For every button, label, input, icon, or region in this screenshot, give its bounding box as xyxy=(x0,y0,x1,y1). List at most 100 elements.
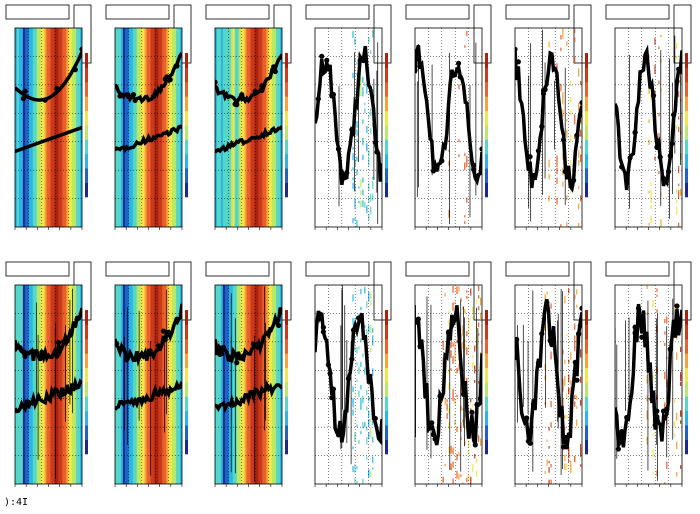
colorbar-cell xyxy=(185,67,188,83)
heat-cell xyxy=(548,446,550,449)
colorbar-cell xyxy=(85,153,88,169)
heat-cell xyxy=(678,192,680,199)
colorbar-cell xyxy=(385,168,388,183)
heat-cell xyxy=(362,422,364,427)
heat-strip xyxy=(215,28,218,227)
stats-box xyxy=(373,261,392,321)
heat-cell xyxy=(360,192,362,196)
colorbar-cell xyxy=(585,353,588,369)
heat-cell xyxy=(360,306,362,310)
colorbar-cell xyxy=(585,168,588,183)
heat-cell xyxy=(354,198,356,202)
colorbar-cell xyxy=(585,439,588,455)
plot-frame xyxy=(614,284,683,485)
heat-cell xyxy=(566,41,568,47)
heat-cell xyxy=(454,301,456,304)
heat-cell xyxy=(364,202,366,208)
heat-strip xyxy=(168,285,171,484)
heat-strip xyxy=(48,285,51,484)
data-marker xyxy=(174,317,180,324)
heat-cell xyxy=(446,412,448,420)
series-line xyxy=(615,44,682,191)
heat-cell xyxy=(356,481,358,484)
heat-cell xyxy=(562,91,564,99)
colorbar-cell xyxy=(585,153,588,169)
heat-cell xyxy=(562,181,564,187)
heat-cell xyxy=(464,45,466,48)
colorbar-cell xyxy=(685,324,688,340)
heat-cell xyxy=(472,404,474,408)
heat-cell xyxy=(466,331,468,337)
heat-cell xyxy=(470,408,472,411)
heat-cell xyxy=(454,354,456,362)
data-marker xyxy=(577,323,582,329)
colorbar-cell xyxy=(285,410,288,426)
data-marker xyxy=(471,166,477,173)
heat-cell xyxy=(570,187,572,193)
data-marker xyxy=(72,67,78,73)
heat-strip xyxy=(44,28,48,227)
heat-cell xyxy=(560,47,562,51)
heat-strip xyxy=(136,285,140,484)
data-marker xyxy=(325,362,331,368)
heat-strip xyxy=(122,285,126,484)
chart-panel xyxy=(205,4,292,230)
heat-cell xyxy=(364,82,366,87)
colorbar-cell xyxy=(485,310,488,325)
colorbar-cell xyxy=(285,67,288,83)
heat-cell xyxy=(352,446,354,450)
heat-cell xyxy=(478,333,480,336)
chart-title-box xyxy=(305,261,370,277)
plot-area xyxy=(515,28,582,227)
data-marker xyxy=(271,64,277,70)
heat-cell xyxy=(466,347,468,356)
colorbar-cell xyxy=(285,439,288,455)
colorbar-cell xyxy=(85,182,88,198)
data-marker xyxy=(632,330,638,336)
heat-strip xyxy=(68,285,71,484)
heat-cell xyxy=(560,34,562,40)
heat-cell xyxy=(674,433,676,437)
heat-strip xyxy=(148,28,151,227)
heat-cell xyxy=(472,464,474,472)
heat-cell xyxy=(570,460,572,468)
heat-cell xyxy=(678,126,680,133)
data-marker xyxy=(430,168,437,174)
heat-strip xyxy=(250,285,253,484)
colorbar-cell xyxy=(185,381,188,397)
heat-cell xyxy=(452,393,454,401)
heat-strip xyxy=(28,28,32,227)
heat-cell xyxy=(580,464,582,467)
heat-cell xyxy=(550,351,552,360)
heat-cell xyxy=(352,399,354,408)
heat-cell xyxy=(470,476,472,482)
heat-strip xyxy=(34,28,38,227)
heat-cell xyxy=(358,366,360,375)
heat-cell xyxy=(448,319,450,326)
heat-cell xyxy=(650,189,652,193)
heat-cell xyxy=(574,37,576,43)
data-marker xyxy=(619,429,625,435)
heat-strip xyxy=(128,285,132,484)
colorbar-cell xyxy=(385,81,388,97)
heat-cell xyxy=(580,399,582,406)
colorbar-cell xyxy=(685,153,688,169)
heat-cell xyxy=(352,72,354,79)
colorbar-cell xyxy=(685,67,688,83)
heat-strip xyxy=(216,28,220,227)
heat-cell xyxy=(580,444,582,451)
heat-cell xyxy=(444,397,446,406)
colorbar-cell xyxy=(585,410,588,426)
heat-cell xyxy=(370,206,372,215)
heat-cell xyxy=(356,129,358,136)
heat-cell xyxy=(450,342,452,348)
data-marker xyxy=(445,330,452,336)
heat-cell xyxy=(366,329,368,335)
heat-cell xyxy=(368,469,370,478)
heat-cell xyxy=(656,325,658,333)
heat-cell xyxy=(580,195,582,202)
heat-cell xyxy=(574,134,576,140)
heat-cell xyxy=(478,322,480,328)
heat-cell xyxy=(656,470,658,476)
heat-cell xyxy=(444,463,446,467)
